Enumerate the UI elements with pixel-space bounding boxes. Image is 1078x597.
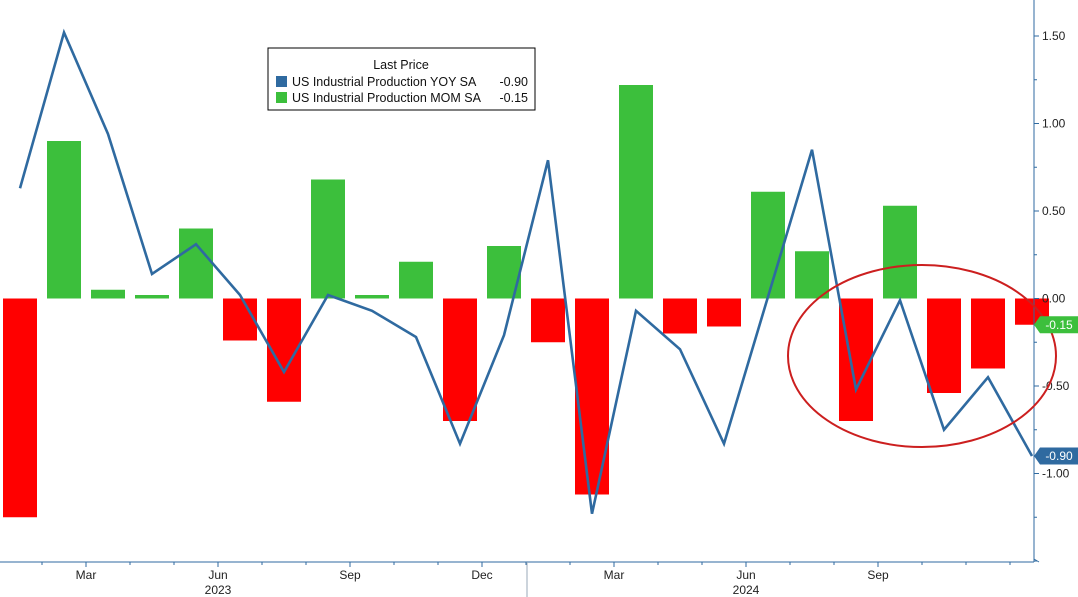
mom-bar (3, 298, 37, 518)
annotation-layer (787, 264, 1057, 448)
mom-bar (223, 298, 257, 341)
legend-title: Last Price (373, 58, 429, 72)
x-tick-label: Sep (339, 568, 361, 582)
y-tick-label: 0.00 (1042, 292, 1066, 306)
yoy-line-layer (18, 28, 1034, 515)
mom-bar (355, 295, 389, 299)
mom-bar (531, 298, 565, 343)
mom-bar (795, 251, 829, 299)
legend-entry-yoy: US Industrial Production YOY SA (292, 75, 477, 89)
mom-bar (663, 298, 697, 334)
x-tick-label: Dec (471, 568, 492, 582)
x-tick-label: Mar (76, 568, 97, 582)
y-tick-label: 1.50 (1042, 29, 1066, 43)
mom-bar (443, 298, 477, 421)
mom-bar (839, 298, 873, 421)
y-tick-label: -0.50 (1042, 379, 1070, 393)
mom-bar (927, 298, 961, 393)
x-year-label: 2024 (733, 583, 760, 597)
y-tick-label: 1.00 (1042, 117, 1066, 131)
mom-bar (883, 205, 917, 299)
x-year-label: 2023 (205, 583, 232, 597)
last-value-badges: -0.15 -0.90 (1034, 316, 1078, 465)
legend-entry-mom: US Industrial Production MOM SA (292, 91, 482, 105)
badge-value: -0.15 (1045, 318, 1073, 332)
mom-bar (751, 191, 785, 299)
y-tick-label: -1.00 (1042, 467, 1070, 481)
mom-bars (3, 85, 1049, 518)
highlight-ellipse (787, 264, 1057, 448)
mom-bar (311, 179, 345, 299)
mom-bar (707, 298, 741, 327)
badge-shape (1034, 316, 1078, 334)
legend-value-mom: -0.15 (500, 91, 529, 105)
last-value-badge: -0.90 (1034, 447, 1078, 465)
x-tick-label: Mar (604, 568, 625, 582)
badge-shape (1034, 447, 1078, 465)
mom-bar (179, 228, 213, 299)
yoy-line (18, 28, 1034, 515)
legend-swatch-mom (276, 92, 287, 103)
mom-bar (135, 295, 169, 299)
x-tick-label: Jun (208, 568, 227, 582)
mom-bar (575, 298, 609, 495)
legend-box (267, 47, 536, 111)
mom-bar (399, 261, 433, 299)
mom-bar (619, 85, 653, 299)
x-tick-label: Jun (736, 568, 755, 582)
y-axis-end-mark (1033, 558, 1040, 563)
legend-value-yoy: -0.90 (500, 75, 529, 89)
x-tick-label: Sep (867, 568, 889, 582)
legend: Last Price US Industrial Production YOY … (267, 47, 536, 111)
y-tick-label: 0.50 (1042, 204, 1066, 218)
badge-value: -0.90 (1045, 449, 1073, 463)
mom-bar (47, 141, 81, 299)
mom-bar (971, 298, 1005, 369)
last-value-badge: -0.15 (1034, 316, 1078, 334)
mom-bar (91, 289, 125, 299)
legend-swatch-yoy (276, 76, 287, 87)
